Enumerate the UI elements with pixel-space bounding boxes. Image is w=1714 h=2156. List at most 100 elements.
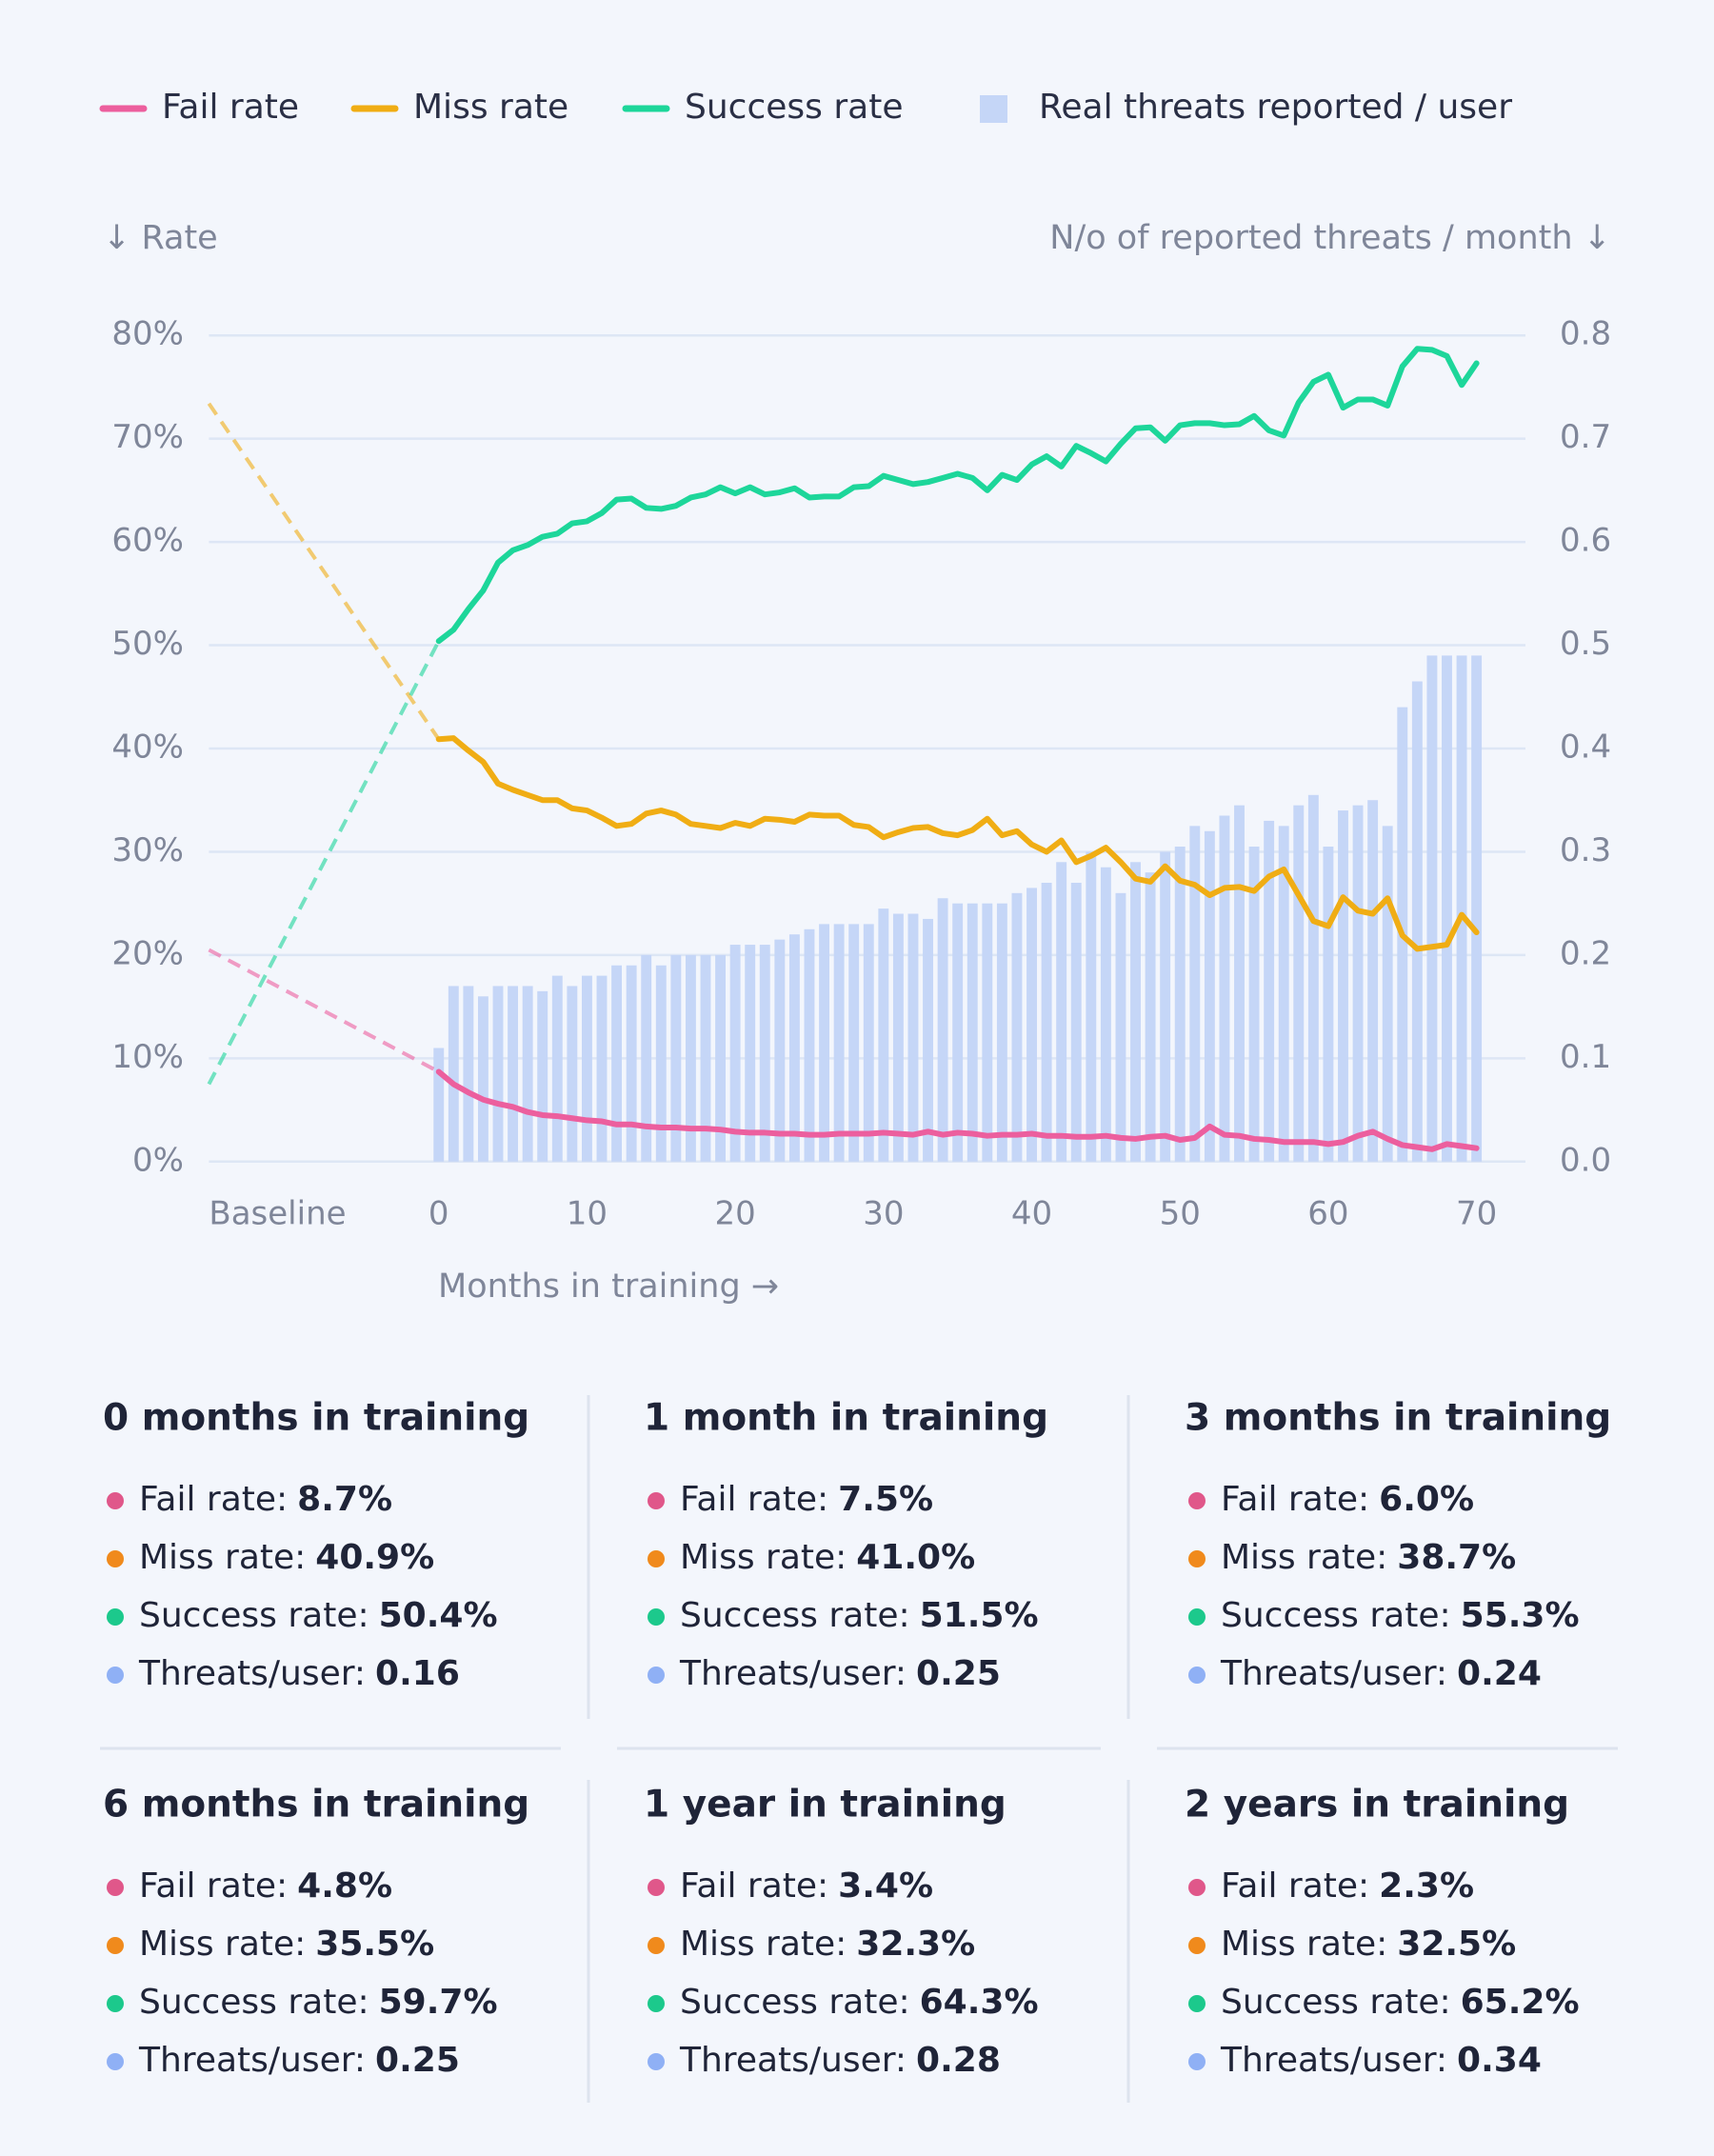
- item-text: Success rate: 51.5%: [680, 1596, 1039, 1635]
- item-dot: [648, 2053, 665, 2070]
- item-value: 0.16: [375, 1654, 460, 1693]
- item-dot: [648, 1937, 665, 1954]
- bar: [1456, 655, 1467, 1162]
- bar: [892, 913, 904, 1162]
- item-label: Miss rate:: [680, 1538, 847, 1577]
- item-text: Success rate: 55.3%: [1221, 1596, 1580, 1635]
- legend-label: Real threats reported / user: [1039, 88, 1512, 127]
- y-tick-label: 0%: [132, 1141, 184, 1179]
- bar: [596, 975, 608, 1162]
- card-title: 6 months in training: [103, 1784, 529, 1827]
- bar: [700, 954, 711, 1162]
- bar: [1204, 830, 1215, 1162]
- card-title: 1 month in training: [644, 1397, 1048, 1440]
- item-text: Success rate: 59.7%: [139, 1983, 498, 2022]
- y-tick-label: 10%: [111, 1038, 184, 1076]
- card-title: 1 year in training: [644, 1784, 1006, 1827]
- baseline-segment: [207, 640, 441, 1086]
- item-label: Threats/user:: [679, 2041, 907, 2080]
- item-label: Success rate:: [1221, 1983, 1451, 2022]
- item-value: 4.8%: [297, 1867, 392, 1906]
- item-dot: [107, 1937, 124, 1954]
- bar: [641, 954, 652, 1162]
- bar: [729, 945, 741, 1162]
- y2-tick-label: 0.8: [1560, 315, 1611, 353]
- item-label: Fail rate:: [680, 1480, 828, 1519]
- item-value: 41.0%: [856, 1538, 975, 1577]
- bar: [1248, 847, 1260, 1162]
- bar: [1189, 826, 1201, 1162]
- y-tick-label: 50%: [111, 625, 184, 663]
- y-tick-label: 20%: [111, 934, 184, 972]
- y-tick-label: 70%: [111, 418, 184, 456]
- bar: [1382, 826, 1393, 1162]
- item-text: Success rate: 65.2%: [1221, 1983, 1580, 2022]
- stat-card: 6 months in training Fail rate: 4.8% Miss r…: [103, 1784, 529, 2081]
- y-axis-title: ↓ Rate: [103, 219, 218, 257]
- line: [435, 1068, 1480, 1152]
- bar: [878, 908, 889, 1162]
- item-value: 8.7%: [297, 1480, 392, 1519]
- bar: [448, 986, 459, 1162]
- bar: [537, 990, 548, 1162]
- y2-tick-label: 0.2: [1560, 934, 1611, 972]
- item-label: Success rate:: [139, 1983, 369, 2022]
- bar: [1442, 655, 1452, 1162]
- item-value: 59.7%: [379, 1983, 498, 2022]
- bar: [745, 945, 756, 1162]
- card-title: 3 months in training: [1185, 1397, 1611, 1440]
- item-value: 35.5%: [315, 1925, 434, 1964]
- item-dot: [1188, 1550, 1206, 1567]
- bar: [1278, 826, 1289, 1162]
- bar: [477, 996, 488, 1162]
- item-value: 7.5%: [838, 1480, 933, 1519]
- stat-card: 1 month in training Fail rate: 7.5% Miss ra…: [644, 1397, 1048, 1694]
- bar: [1219, 815, 1230, 1162]
- item-dot: [107, 2053, 124, 2070]
- item-value: 50.4%: [379, 1596, 498, 1635]
- item-dot: [107, 1550, 124, 1567]
- bar: [952, 903, 964, 1162]
- item-value: 65.2%: [1461, 1983, 1580, 2022]
- bar: [967, 903, 978, 1162]
- item-dot: [107, 1879, 124, 1896]
- item-text: Threats/user: 0.24: [1220, 1654, 1542, 1693]
- x-tick-label: 50: [1160, 1195, 1201, 1233]
- stat-card: 2 years in training Fail rate: 2.3% Miss ra…: [1185, 1784, 1580, 2081]
- item-text: Miss rate: 41.0%: [680, 1538, 975, 1577]
- bar: [1160, 851, 1171, 1162]
- x-tick-label: 0: [428, 1195, 449, 1233]
- bar: [937, 898, 948, 1162]
- item-text: Fail rate: 8.7%: [139, 1480, 392, 1519]
- bar: [833, 924, 845, 1162]
- y2-tick-label: 0.0: [1560, 1141, 1611, 1179]
- item-label: Success rate:: [1221, 1596, 1451, 1635]
- x-tick-label: 30: [863, 1195, 904, 1233]
- item-text: Fail rate: 2.3%: [1221, 1867, 1474, 1906]
- bar: [863, 924, 874, 1162]
- bar: [1264, 820, 1275, 1162]
- x-tick-label: 60: [1307, 1195, 1348, 1233]
- bar: [804, 928, 815, 1162]
- item-text: Success rate: 50.4%: [139, 1596, 498, 1635]
- item-dot: [1188, 1879, 1206, 1896]
- item-text: Miss rate: 32.3%: [680, 1925, 975, 1964]
- bar: [1352, 805, 1364, 1162]
- item-value: 64.3%: [920, 1983, 1039, 2022]
- bar: [1086, 851, 1097, 1162]
- item-dot: [648, 1667, 665, 1684]
- bar: [463, 986, 474, 1162]
- item-dot: [648, 1492, 665, 1509]
- bar: [551, 975, 563, 1162]
- y2-axis-title: N/o of reported threats / month ↓: [1049, 219, 1611, 257]
- item-dot: [648, 1550, 665, 1567]
- bar: [819, 924, 829, 1162]
- item-text: Success rate: 64.3%: [680, 1983, 1039, 2022]
- x-tick-label: 10: [567, 1195, 608, 1233]
- bar: [774, 939, 786, 1162]
- item-label: Fail rate:: [1221, 1480, 1369, 1519]
- bar: [492, 986, 504, 1162]
- bar: [1026, 888, 1037, 1162]
